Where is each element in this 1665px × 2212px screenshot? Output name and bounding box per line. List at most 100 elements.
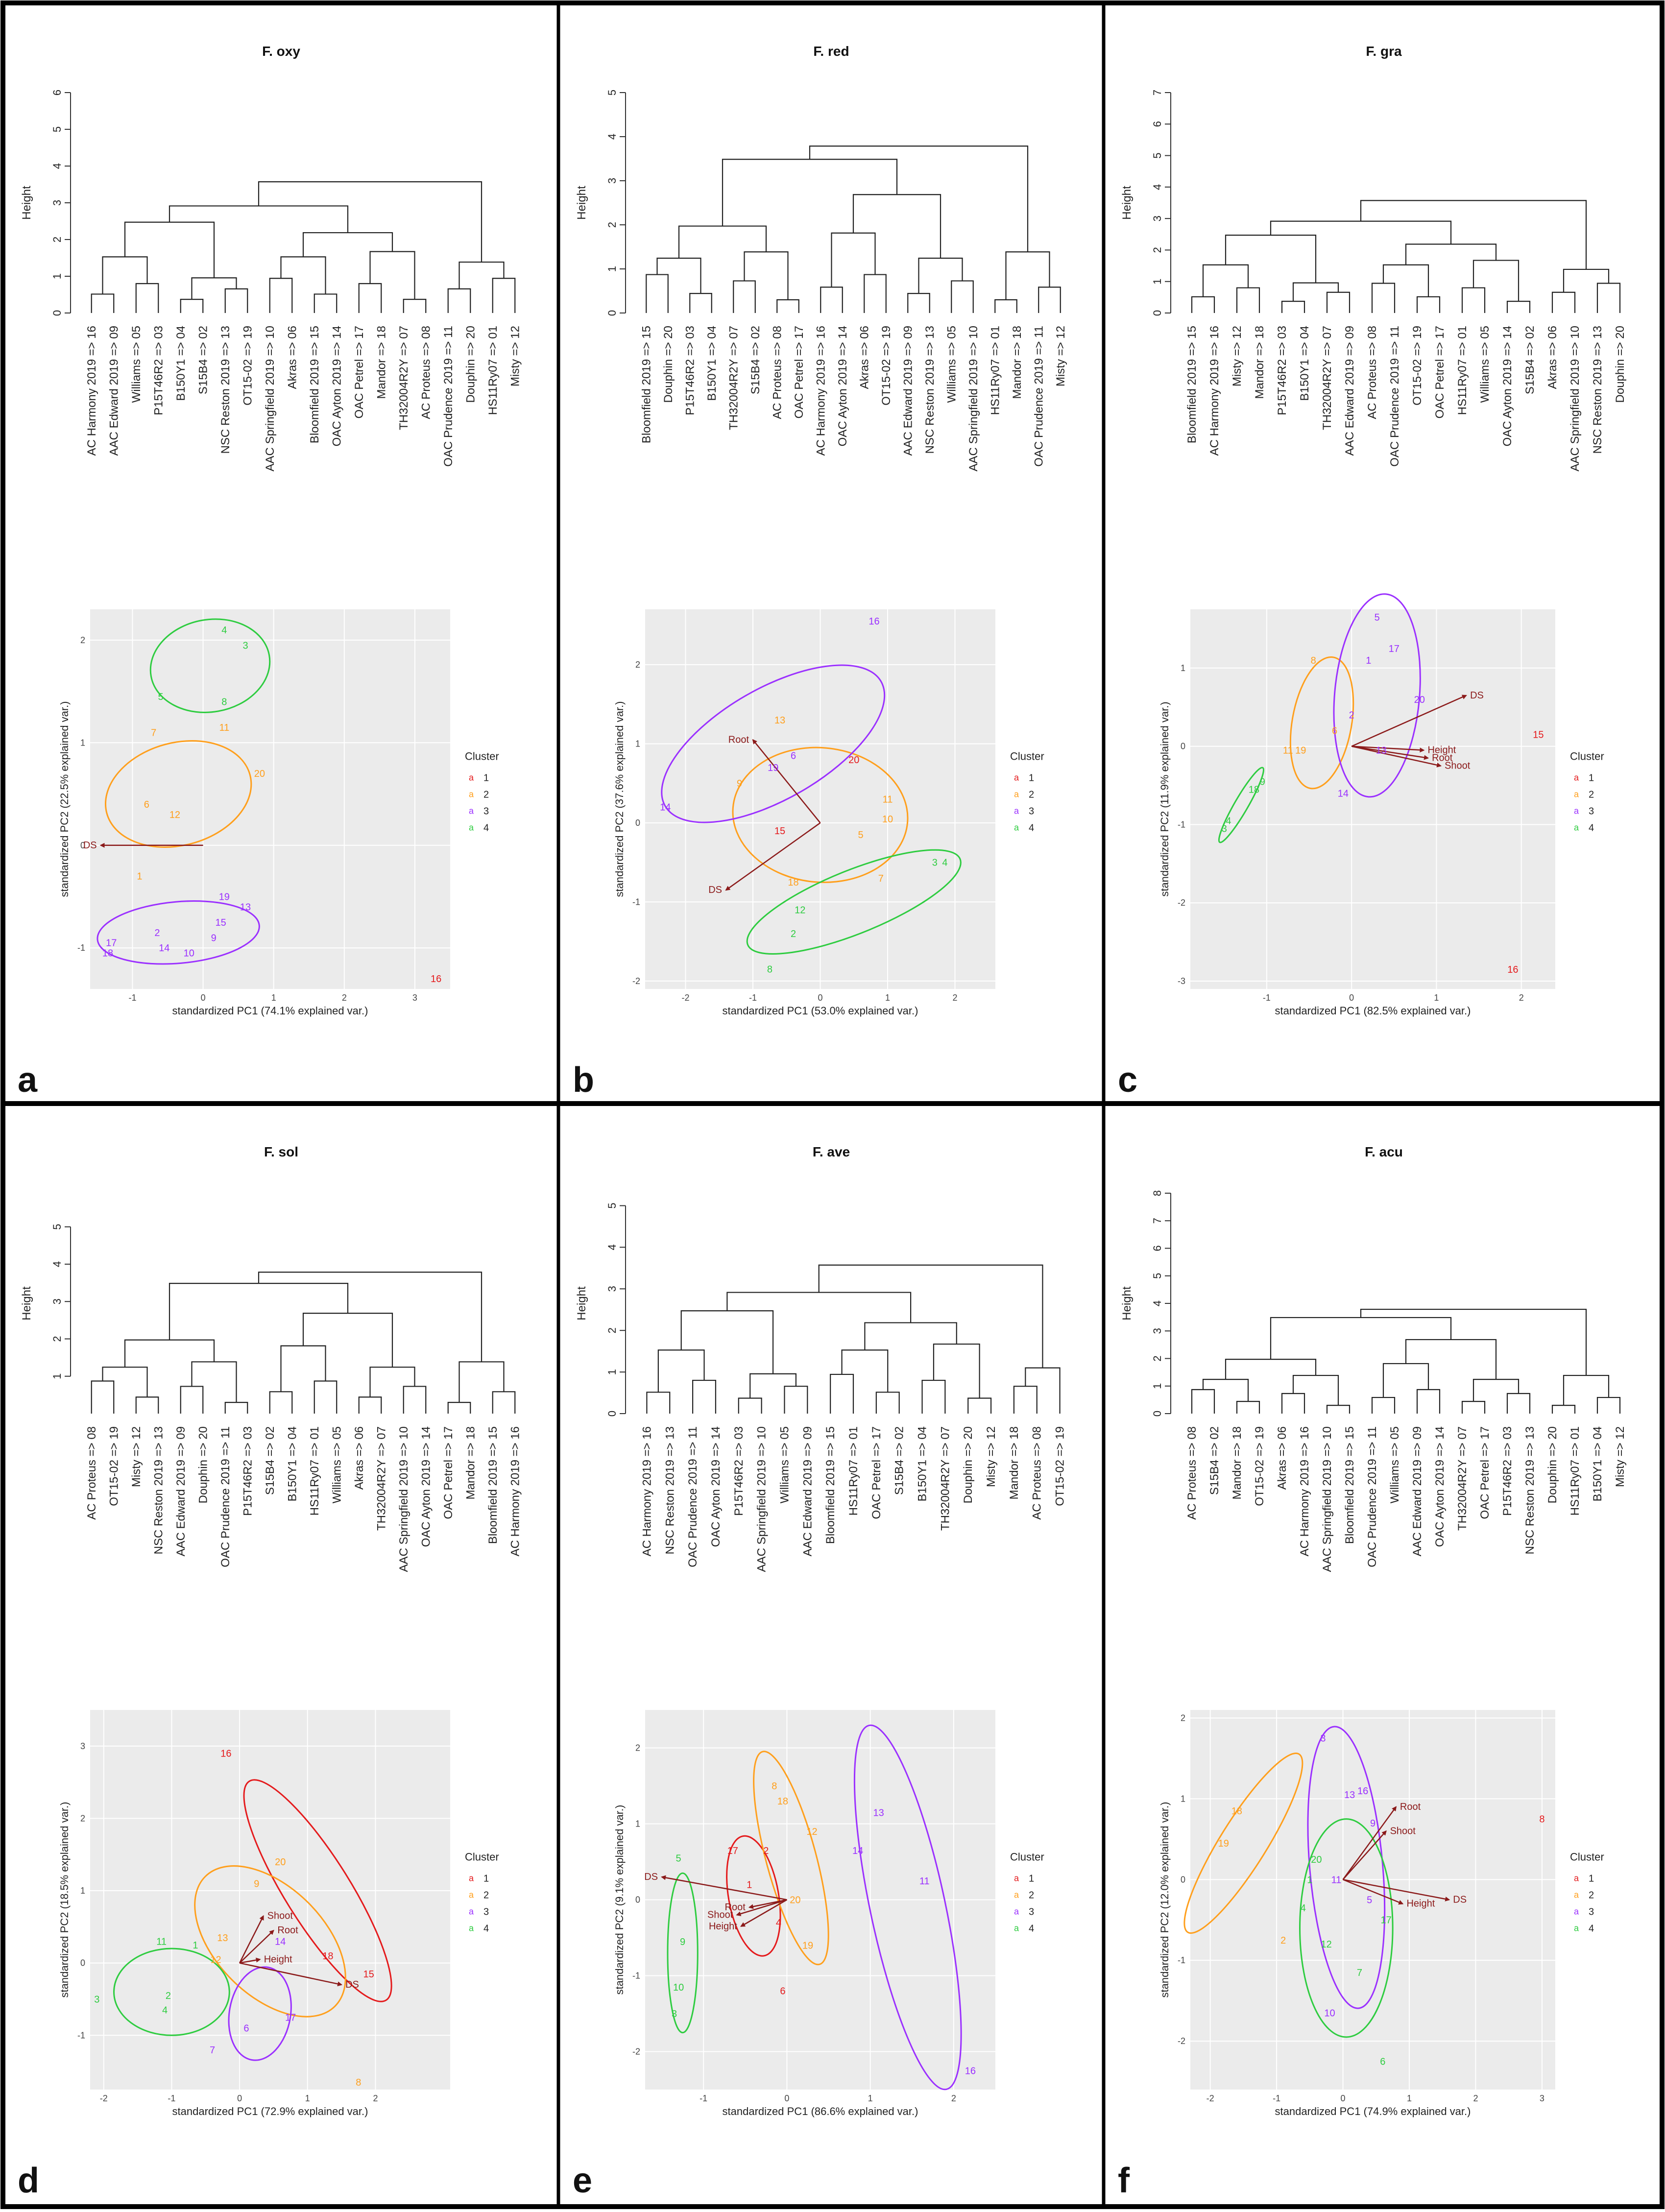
- dendro-branch: [722, 159, 898, 226]
- dendro-leaf-label: OT15-02 => 19: [107, 1426, 121, 1506]
- dendro-leaf-label: Douphin => 20: [1546, 1426, 1559, 1503]
- loading-arrow-label: Root: [725, 1902, 746, 1913]
- dendro-leaf-label: TH32004R2Y => 07: [727, 326, 740, 430]
- dendro-branch: [403, 299, 427, 313]
- pca-x-tick-label: 2: [951, 2093, 956, 2103]
- dendro-tick-label: 5: [1151, 1273, 1163, 1279]
- pca-point-label: 2: [154, 928, 160, 938]
- dendro-branch: [269, 1391, 293, 1414]
- pca-y-tick-label: 1: [1181, 1794, 1185, 1803]
- dendro-branch: [124, 221, 215, 278]
- loading-arrow-label: Shoot: [707, 1910, 733, 1921]
- pca-point-label: 14: [275, 1936, 286, 1947]
- dendro-leaf-label: NSC Reston 2019 => 13: [1523, 1426, 1537, 1555]
- pca-point-label: 19: [1218, 1838, 1229, 1849]
- dendro-branch: [809, 145, 1029, 252]
- legend-key-glyph: a: [469, 773, 474, 783]
- dendro-branch: [1360, 200, 1587, 269]
- pca-x-axis-label: standardized PC1 (74.9% explained var.): [1275, 2105, 1471, 2117]
- dendro-leaf-label: OT15-02 => 19: [1411, 326, 1424, 406]
- loading-arrow: [1342, 1830, 1387, 1880]
- dendro-leaf-label: Mandor => 18: [1011, 326, 1024, 399]
- legend-key-glyph: a: [1014, 1890, 1019, 1900]
- pca-point-label: 7: [1357, 1968, 1362, 1978]
- dendro-tick-label: 1: [606, 1369, 618, 1375]
- dendro-tick-label: 7: [1151, 1218, 1163, 1224]
- pca-x-tick-label: -1: [168, 2093, 175, 2103]
- loading-arrow-label: Height: [1406, 1899, 1435, 1909]
- dendro-leaf-label: Williams => 05: [130, 326, 143, 403]
- pca-point-label: 18: [322, 1951, 333, 1962]
- pca-point-label: 16: [869, 616, 879, 627]
- dendro-branch: [1225, 1359, 1317, 1380]
- loading-arrow-label: DS: [708, 885, 722, 895]
- pca-point-label: 12: [795, 905, 805, 916]
- dendro-branch: [830, 1373, 854, 1414]
- dendro-leaf-label: AC Proteus => 08: [85, 1426, 98, 1520]
- dendro-branch: [180, 299, 204, 313]
- pca-point-label: 12: [210, 1954, 221, 1965]
- pca-point-label: 20: [254, 769, 265, 779]
- legend-key-glyph: a: [1574, 1890, 1579, 1900]
- dendro-leaf-label: AAC Edward 2019 => 09: [901, 326, 915, 456]
- dendro-leaf-label: OAC Prudence 2019 => 11: [219, 1426, 232, 1567]
- dendro-tick-label: 2: [51, 1336, 63, 1342]
- pca-point-label: 16: [1507, 964, 1518, 975]
- pca-point-label: 14: [660, 802, 671, 813]
- legend-key-glyph: a: [469, 806, 474, 816]
- panel-letter: f: [1118, 2161, 1130, 2200]
- loading-arrow: [1351, 745, 1442, 768]
- cluster-ellipse: [1183, 1753, 1303, 1934]
- pca-point-label: 18: [788, 877, 798, 888]
- pca-point-label: 8: [221, 697, 227, 708]
- dendro-tick-label: 5: [51, 1224, 63, 1230]
- pca-point-label: 7: [210, 2045, 215, 2056]
- legend-label: 3: [1029, 1907, 1034, 1918]
- loading-arrow: [661, 1875, 787, 1900]
- pca-y-tick-label: 2: [80, 635, 85, 645]
- dendro-branch: [1382, 1363, 1429, 1398]
- pca-point-label: 5: [1375, 612, 1380, 623]
- pca-point-label: 10: [1324, 2008, 1335, 2019]
- legend-key-glyph: a: [1574, 773, 1579, 783]
- dendro-branch: [951, 280, 974, 313]
- dendro-branch: [302, 1313, 393, 1368]
- legend-key-glyph: a: [469, 823, 474, 833]
- dendro-leaf-label: S15B4 => 02: [893, 1426, 906, 1495]
- pca-y-tick-label: 0: [1181, 742, 1185, 751]
- dendro-leaf-label: HS11Ry07 => 01: [486, 326, 500, 415]
- dendro-branch: [1281, 1393, 1305, 1414]
- dendro-tick-label: 4: [606, 1244, 618, 1250]
- dendro-branch: [224, 1402, 248, 1414]
- pca-x-axis-label: standardized PC1 (86.6% explained var.): [723, 2105, 918, 2117]
- pca-plot-background: [1190, 609, 1555, 989]
- pca-point-label: 11: [1283, 745, 1293, 756]
- dendro-leaf-label: AC Harmony 2019 => 16: [814, 326, 827, 456]
- cluster-ellipse: [1289, 656, 1354, 790]
- legend-label: 1: [483, 773, 489, 784]
- pca-point-label: 7: [878, 873, 884, 884]
- pca-point-label: 11: [919, 1876, 930, 1887]
- pca-x-tick-label: -2: [681, 993, 689, 1003]
- pca-x-tick-label: -2: [1207, 2093, 1214, 2103]
- loading-arrow-label: Shoot: [267, 1911, 293, 1922]
- dendro-tick-label: 4: [606, 134, 618, 140]
- dendro-branch: [921, 1379, 946, 1414]
- pca-x-tick-label: 0: [1341, 2093, 1346, 2103]
- dendro-leaf-label: P15T46R2 => 03: [732, 1426, 746, 1516]
- dendro-leaf-label: OAC Ayton 2019 => 14: [836, 326, 849, 446]
- pca-point-label: 15: [215, 917, 226, 928]
- dendro-leaf-label: Akras => 06: [1276, 1426, 1289, 1490]
- dendro-leaf-label: HS11Ry07 => 01: [1456, 326, 1469, 415]
- dendro-leaf-label: TH32004R2Y => 07: [1456, 1426, 1469, 1531]
- dendro-leaf-label: AC Proteus => 08: [419, 326, 433, 419]
- legend-key-glyph: a: [469, 1874, 474, 1883]
- dendro-branch: [314, 293, 338, 313]
- dendro-leaf-label: NSC Reston 2019 => 13: [663, 1426, 676, 1555]
- pca-x-tick-label: 1: [305, 2093, 310, 2103]
- dendro-branch: [1236, 1400, 1260, 1414]
- panel-title: F. oxy: [262, 44, 300, 59]
- pca-point-label: 19: [802, 1941, 813, 1951]
- pca-point-label: 3: [94, 1994, 99, 2005]
